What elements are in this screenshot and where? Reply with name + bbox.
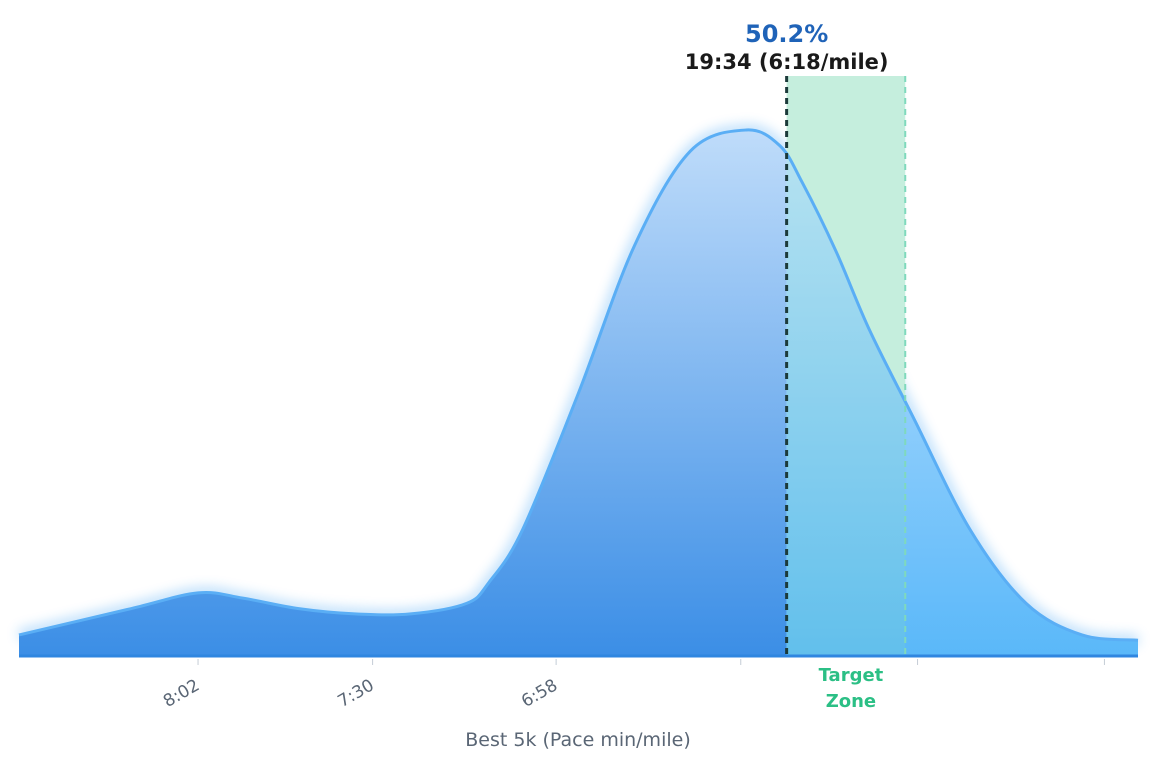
x-axis-title: Best 5k (Pace min/mile) <box>465 729 690 751</box>
time-label: 19:34 (6:18/mile) <box>685 50 889 74</box>
x-tick-label: 8:02 <box>160 675 203 711</box>
percentile-label: 50.2% <box>745 20 828 48</box>
density-curve <box>18 128 1139 642</box>
area-below-marker <box>19 129 787 656</box>
x-tick-label: 7:30 <box>335 675 378 711</box>
area-above-marker <box>786 153 1138 656</box>
target-zone-label-line1: Target <box>819 665 884 686</box>
x-tick-labels: 8:02 7:30 6:58 <box>160 675 561 711</box>
target-zone-label-line2: Zone <box>826 691 876 712</box>
x-tick-label: 6:58 <box>518 675 561 711</box>
x-axis-ticks <box>197 659 1105 665</box>
